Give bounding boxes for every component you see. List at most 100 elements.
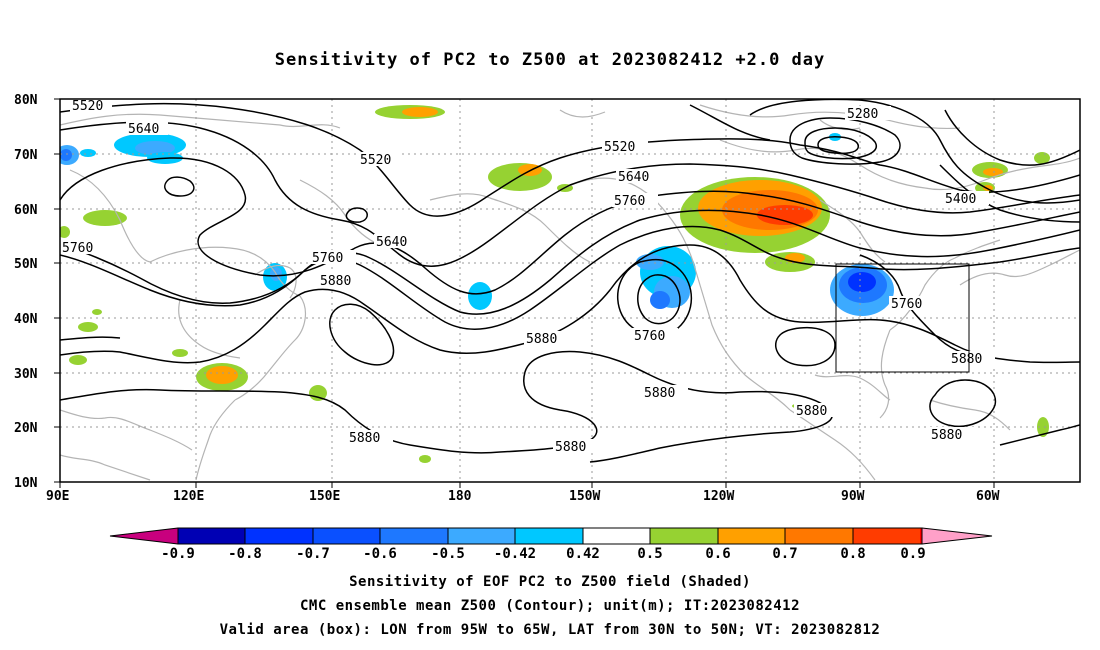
lat-label: 40N [14, 312, 38, 327]
shade-positive [83, 210, 127, 226]
contour-line [944, 109, 1080, 166]
contour-label-bg [310, 250, 356, 264]
coastline [69, 169, 151, 263]
contour-line [804, 127, 877, 160]
contour-label: 5640 [618, 170, 649, 185]
shade-positive [172, 349, 188, 357]
colorbar-left-triangle [110, 528, 178, 544]
contour-label-bg [60, 240, 106, 254]
colorbar-right-triangle [922, 528, 992, 544]
colorbar-segment [718, 528, 785, 544]
contour-label: 5880 [796, 404, 827, 419]
contour-label-bg [616, 169, 662, 183]
coastline [178, 299, 241, 359]
colorbar-label: 0.8 [840, 546, 865, 560]
map-figure: 5520 5640 5520 5760 5640 5760 5880 5520 … [14, 93, 1081, 560]
lat-label: 30N [14, 367, 38, 382]
contour-label-bg [602, 139, 648, 153]
contour-label-bg [845, 106, 891, 120]
contour-line [60, 157, 1080, 295]
lon-label: 180 [448, 489, 472, 504]
chart-title: Sensitivity of PC2 to Z500 at 2023082412… [274, 50, 826, 70]
shade-negative [848, 272, 876, 292]
colorbar-label: 0.9 [900, 546, 925, 560]
contour-line [60, 209, 1080, 315]
colorbar: -0.9 -0.8 -0.7 -0.6 -0.5 -0.42 0.42 0.5 … [109, 527, 993, 560]
contour-label-bg [889, 296, 935, 310]
colorbar-segment [920, 528, 922, 544]
contour-label-bg [347, 430, 393, 444]
coastline [299, 179, 381, 246]
contour-line [817, 136, 860, 155]
shade-positive [78, 322, 98, 332]
colorbar-outline [109, 527, 179, 545]
contour-label-bg [642, 385, 688, 399]
contour-line [60, 225, 1080, 330]
contour-line [999, 424, 1080, 446]
coastline [195, 399, 236, 481]
contour-label: 5760 [891, 297, 922, 312]
lat-label: 20N [14, 421, 38, 436]
contour-line [164, 176, 195, 197]
lon-label: 90E [46, 489, 69, 504]
shade-negative [80, 149, 96, 157]
shade-positive [402, 107, 438, 117]
contour-label-bg [929, 427, 975, 441]
contour-label: 5760 [614, 194, 645, 209]
contour-line [60, 121, 1080, 267]
lon-label: 120E [173, 489, 204, 504]
colorbar-label: 0.42 [566, 546, 600, 560]
shade-positive [983, 168, 1003, 176]
colorbar-segment [245, 528, 313, 544]
colorbar-dividers [244, 528, 854, 544]
colorbar-segment [785, 528, 853, 544]
lon-label: 150E [309, 489, 340, 504]
shade-positive [69, 355, 87, 365]
colorbar-label: 0.5 [637, 546, 662, 560]
colorbar-segment [515, 528, 583, 544]
contour-label: 5520 [360, 153, 391, 168]
shade-negative [650, 291, 670, 309]
contour-label: 5880 [951, 352, 982, 367]
contour-label: 5400 [945, 192, 976, 207]
contour-line [60, 336, 121, 341]
contour-label: 5760 [312, 251, 343, 266]
shade-negative [135, 141, 175, 155]
contour-label: 5880 [526, 332, 557, 347]
coastline [60, 113, 341, 129]
lon-label: 60W [976, 489, 1000, 504]
contour-label: 5760 [62, 241, 93, 256]
contour-label-bg [358, 152, 400, 166]
lat-label: 70N [14, 148, 38, 163]
coastline [789, 409, 876, 481]
caption-line-2: CMC ensemble mean Z500 (Contour); unit(m… [299, 598, 800, 614]
contour-label-bg [126, 121, 168, 135]
contour-line [775, 326, 836, 367]
colorbar-label: -0.42 [494, 546, 536, 560]
lat-label: 60N [14, 203, 38, 218]
contour-label: 5880 [555, 440, 586, 455]
contour-label: 5520 [72, 99, 103, 114]
contour-line [60, 244, 1080, 364]
colorbar-segment [583, 528, 650, 544]
contour-line [637, 274, 681, 325]
lon-label: 120W [703, 489, 734, 504]
coastline [60, 409, 193, 451]
contour-label: 5640 [376, 235, 407, 250]
contour-label: 5520 [604, 140, 635, 155]
contour-line [929, 379, 997, 427]
coastline [814, 374, 891, 401]
caption-line-1: Sensitivity of EOF PC2 to Z500 field (Sh… [349, 574, 751, 590]
colorbar-segment [178, 528, 245, 544]
contour-label: 5760 [634, 329, 665, 344]
contour-label: 5880 [349, 431, 380, 446]
contour-label: 5880 [644, 386, 675, 401]
colorbar-label: -0.6 [363, 546, 397, 560]
contour-line [689, 104, 1080, 223]
shade-positive [757, 205, 813, 225]
coastline [559, 109, 606, 118]
colorbar-segment [313, 528, 380, 544]
contour-label-bg [943, 191, 989, 205]
contour-label-bg [318, 273, 364, 287]
contour-label: 5280 [847, 107, 878, 122]
